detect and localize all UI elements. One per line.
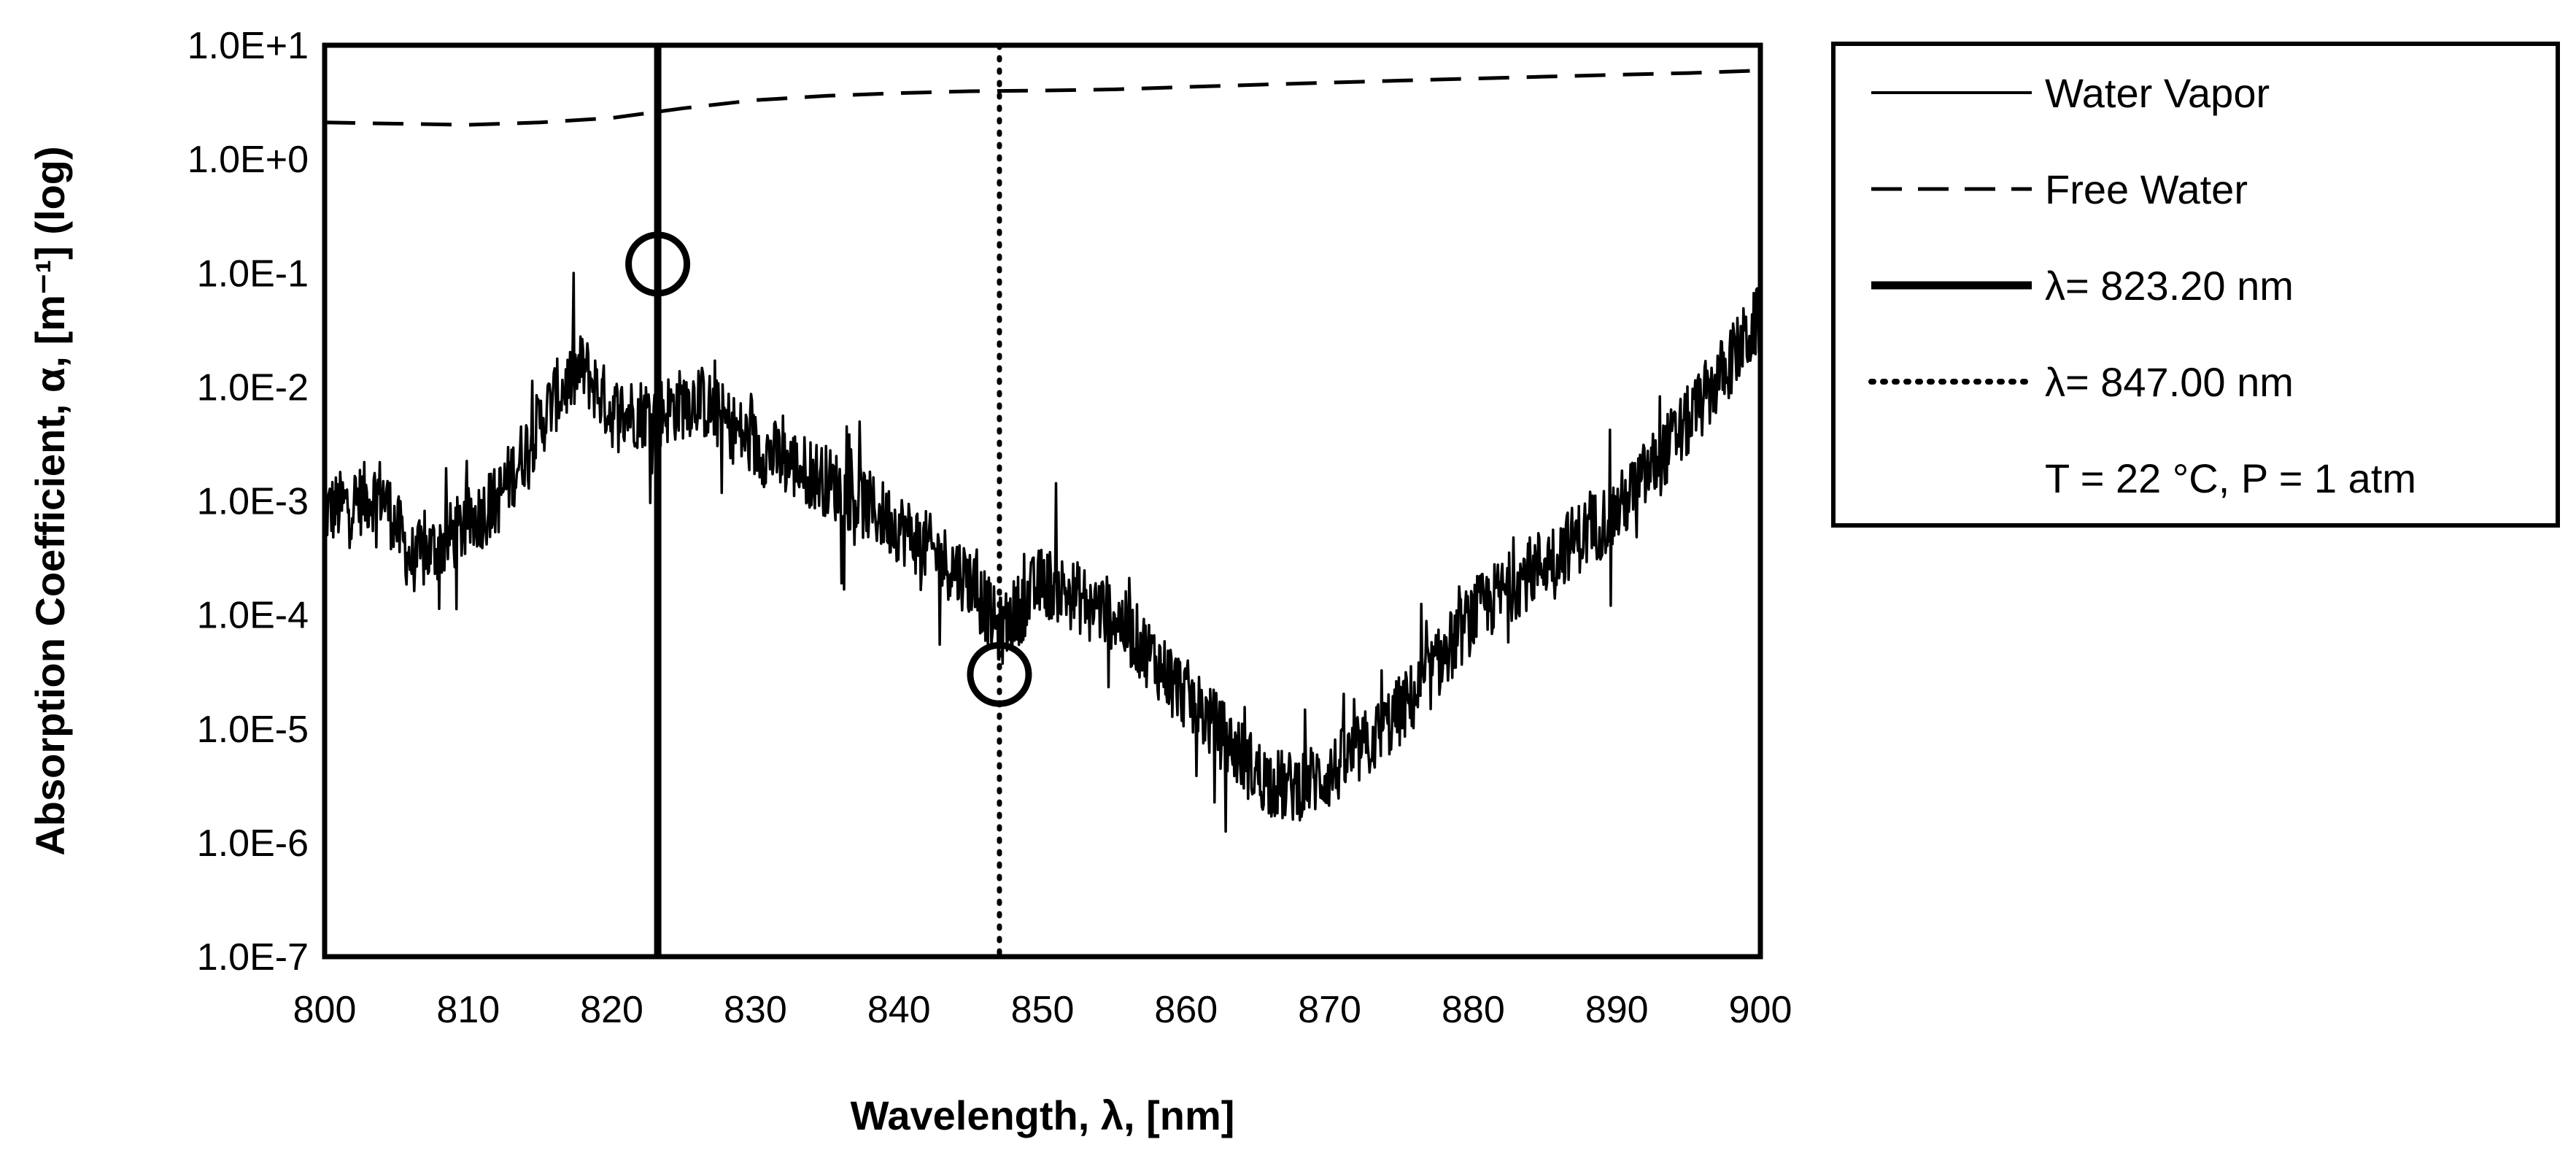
- x-tick-label: 810: [436, 989, 500, 1031]
- legend-note: T = 22 °C, P = 1 atm: [2045, 455, 2416, 501]
- y-tick-label: 1.0E-5: [197, 709, 309, 751]
- y-tick-label: 1.0E+0: [187, 139, 309, 181]
- series-free-water: [324, 69, 1761, 127]
- x-axis: 800 810 820 830 840 850 860 870 880 890 900: [293, 989, 1792, 1031]
- x-tick-label: 900: [1729, 989, 1792, 1031]
- y-tick-label: 1.0E-1: [197, 252, 309, 295]
- x-axis-title: Wavelength, λ, [nm]: [851, 1092, 1235, 1138]
- y-tick-label: 1.0E-2: [197, 366, 309, 409]
- legend-label-1: Water Vapor: [2045, 70, 2270, 116]
- y-axis-title: Absorption Coefficient, α, [m⁻¹] (log): [27, 146, 73, 855]
- x-tick-label: 890: [1585, 989, 1649, 1031]
- x-tick-label: 840: [867, 989, 931, 1031]
- legend-label-3: λ= 823.20 nm: [2045, 263, 2294, 309]
- y-tick-label: 1.0E-7: [197, 936, 309, 979]
- marker-circle-2: [967, 641, 1032, 707]
- y-axis: 1.0E+1 1.0E+0 1.0E-1 1.0E-2 1.0E-3 1.0E-4 1.0E…: [187, 25, 309, 979]
- legend-label-4: λ= 847.00 nm: [2045, 359, 2294, 405]
- y-tick-label: 1.0E+1: [187, 25, 309, 67]
- y-tick-label: 1.0E-4: [197, 595, 309, 637]
- x-tick-label: 880: [1442, 989, 1505, 1031]
- x-tick-label: 820: [580, 989, 643, 1031]
- x-tick-label: 860: [1154, 989, 1218, 1031]
- legend: Water Vapor Free Water λ= 823.20 nm λ= 847.…: [1831, 42, 2560, 528]
- plot-area: [323, 42, 1761, 960]
- x-tick-label: 850: [1011, 989, 1075, 1031]
- marker-circle-1: [625, 231, 691, 297]
- x-tick-label: 830: [724, 989, 787, 1031]
- series-water-vapor: [323, 271, 1761, 833]
- x-tick-label: 870: [1298, 989, 1361, 1031]
- x-tick-label: 800: [293, 989, 357, 1031]
- y-tick-label: 1.0E-3: [197, 481, 309, 523]
- plot-frame: [322, 42, 1763, 960]
- legend-label-2: Free Water: [2045, 166, 2248, 212]
- y-tick-label: 1.0E-6: [197, 822, 309, 865]
